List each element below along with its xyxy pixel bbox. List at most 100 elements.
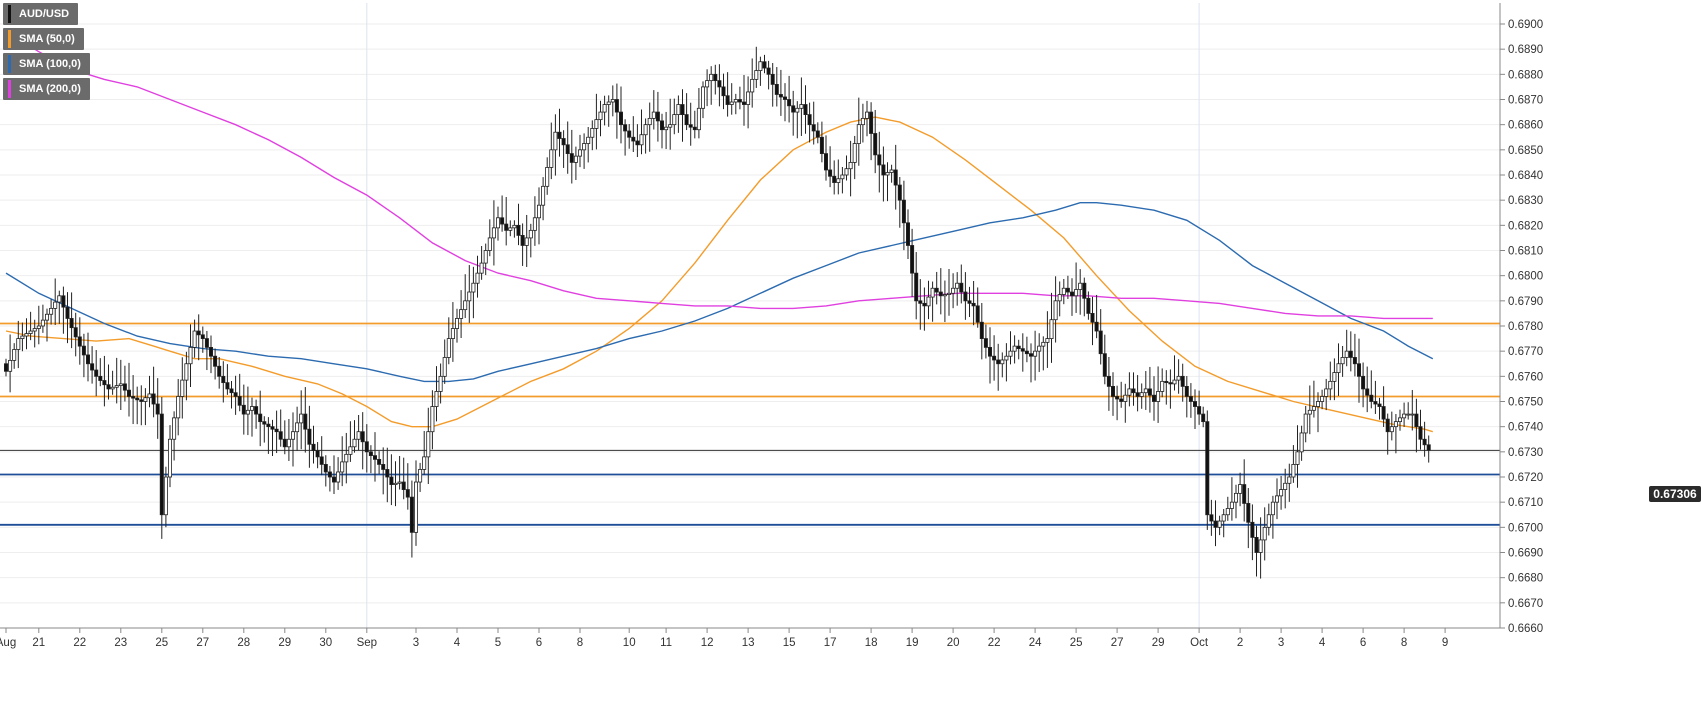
x-tick-label: 4: [454, 637, 461, 649]
candle-body: [81, 345, 86, 356]
candle-body: [1221, 514, 1226, 522]
candle-body: [910, 245, 915, 274]
candle-body: [163, 476, 168, 516]
candle-body: [1111, 385, 1116, 397]
candle-body: [672, 114, 677, 126]
y-tick-label: 0.6870: [1508, 95, 1543, 107]
y-tick-label: 0.6860: [1508, 120, 1543, 132]
x-tick-label: 6: [1360, 637, 1366, 649]
candle-body: [32, 328, 37, 332]
candle-body: [200, 334, 205, 339]
candle-body: [467, 291, 472, 302]
candle-body: [286, 438, 291, 448]
candle-body: [299, 413, 304, 424]
y-tick-label: 0.6880: [1508, 69, 1543, 81]
legend-item-sma-100[interactable]: SMA (100,0): [3, 53, 90, 75]
candle-body: [1074, 289, 1079, 297]
candle-body: [311, 443, 316, 451]
candle-body: [664, 126, 669, 131]
candle-body: [832, 175, 837, 183]
x-tick-label: 23: [114, 637, 127, 649]
candle-body: [1209, 514, 1214, 522]
candle-body: [1311, 406, 1316, 411]
candle-body: [934, 287, 939, 293]
y-tick-label: 0.6900: [1508, 19, 1543, 31]
candle-body: [516, 224, 521, 236]
candle-body: [323, 464, 328, 473]
legend-label: SMA (50,0): [19, 33, 75, 45]
candle-body: [803, 104, 808, 115]
candle-body: [479, 262, 484, 274]
candle-body: [1201, 413, 1206, 423]
candle-body: [836, 178, 841, 183]
candle-body: [815, 130, 820, 138]
candle-body: [172, 417, 177, 440]
candle-body: [8, 359, 13, 372]
candle-body: [545, 167, 550, 187]
candle-body: [1016, 345, 1021, 350]
candle-body: [241, 404, 246, 415]
candle-body: [1254, 537, 1259, 553]
candle-body: [537, 204, 542, 219]
legend-item-audusd[interactable]: AUD/USD: [3, 3, 79, 25]
candle-body: [471, 282, 476, 293]
sma-lines: [5, 30, 1434, 433]
candle-body: [426, 431, 431, 458]
candle-body: [979, 321, 984, 339]
y-tick-label: 0.6780: [1508, 321, 1543, 333]
candle-body: [1139, 392, 1144, 397]
candle-body: [1320, 396, 1325, 402]
candle-body: [167, 438, 172, 478]
candle-body: [705, 80, 710, 88]
x-tick-label: 20: [947, 637, 960, 649]
x-tick-label: Oct: [1190, 637, 1209, 649]
candle-body: [278, 431, 283, 440]
candle-body: [102, 380, 107, 386]
legend-label: AUD/USD: [19, 8, 70, 20]
x-tick-label: 21: [32, 637, 45, 649]
candle-body: [1270, 501, 1275, 516]
y-tick-label: 0.6740: [1508, 422, 1543, 434]
candle-body: [569, 153, 574, 163]
candle-body: [159, 413, 164, 516]
legend-item-sma-200[interactable]: SMA (200,0): [3, 78, 90, 100]
plot-background: [0, 3, 1500, 628]
candle-body: [368, 451, 373, 457]
candle-body: [1303, 413, 1308, 434]
x-tick-label: 12: [701, 637, 714, 649]
candle-body: [1168, 382, 1173, 385]
candle-body: [500, 217, 505, 225]
y-tick-label: 0.6850: [1508, 145, 1543, 157]
candle-body: [282, 438, 287, 448]
candle-body: [344, 453, 349, 463]
candle-body: [774, 84, 779, 95]
candle-body: [348, 446, 353, 455]
candle-body: [639, 134, 644, 146]
candle-body: [1422, 438, 1427, 446]
x-tick-label: 2: [1237, 637, 1243, 649]
candle-body: [791, 105, 796, 113]
candle-body: [254, 406, 259, 415]
candle-body: [1361, 375, 1366, 390]
candle-body: [967, 300, 972, 304]
candle-body: [1398, 417, 1403, 423]
x-tick-label: 29: [278, 637, 291, 649]
candle-body: [660, 120, 665, 131]
x-tick-label: 5: [495, 637, 501, 649]
legend-swatch: [8, 30, 11, 48]
candle-body: [1020, 348, 1025, 352]
x-tick-label: 13: [742, 637, 755, 649]
x-tick-label: 4: [1319, 637, 1326, 649]
candle-body: [795, 107, 800, 113]
candle-body: [16, 338, 21, 350]
y-tick-label: 0.6680: [1508, 573, 1543, 585]
candle-body: [688, 124, 693, 128]
candle-body: [372, 455, 377, 460]
candle-body: [401, 481, 406, 490]
legend-item-sma-50[interactable]: SMA (50,0): [3, 28, 84, 50]
candle-body: [1266, 514, 1271, 528]
y-tick-label: 0.6660: [1508, 623, 1543, 635]
candle-body: [28, 330, 33, 334]
y-tick-label: 0.6890: [1508, 44, 1543, 56]
candle-body: [331, 476, 336, 483]
